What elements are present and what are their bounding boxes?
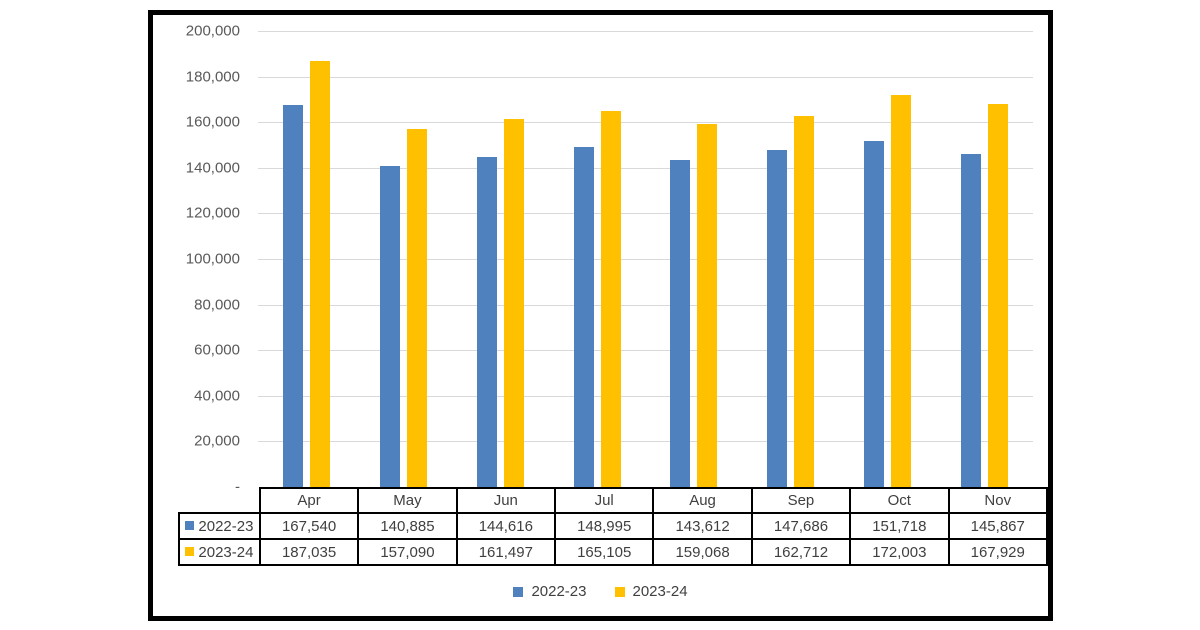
- legend-item-2023-24: 2023-24: [614, 583, 688, 600]
- gridline: [258, 304, 1033, 306]
- bar-2022-23-jun: [476, 157, 497, 487]
- legend-item-2022-23: 2022-23: [513, 583, 587, 600]
- series-name: 2022-23: [198, 517, 254, 535]
- gridline: [258, 213, 1033, 215]
- y-axis-tick-label: 80,000: [194, 296, 240, 314]
- y-axis-tick-label: 100,000: [185, 250, 240, 268]
- table-value-cell: 162,712: [750, 538, 852, 566]
- month-header-cell: Apr: [258, 487, 360, 514]
- series-row-label: 2023-24: [178, 538, 261, 566]
- month-header-cell: Jun: [455, 487, 557, 514]
- table-value-cell: 157,090: [357, 538, 458, 566]
- bar-2022-23-aug: [670, 159, 691, 487]
- bar-2022-23-jul: [573, 147, 594, 487]
- table-value-cell: 165,105: [553, 538, 655, 566]
- table-value-cell: 148,995: [553, 512, 655, 540]
- month-header-cell: Aug: [652, 487, 753, 514]
- bar-2022-23-sep: [767, 150, 788, 487]
- legend: 2022-23 2023-24: [153, 583, 1048, 600]
- bar-2023-24-sep: [794, 116, 815, 487]
- gridline: [258, 76, 1033, 78]
- gridline: [258, 259, 1033, 260]
- bar-2022-23-oct: [864, 141, 885, 487]
- chart-frame: - 20,000 40,000 60,000 80,000 100,000 120,000 1…: [148, 10, 1053, 621]
- table-row: 2023-24 187,035 157,090 161,497 165,105 159,0…: [178, 538, 1048, 566]
- month-header-cell: Nov: [947, 487, 1048, 514]
- gridline: [258, 395, 1033, 397]
- bar-2023-24-oct: [891, 94, 912, 487]
- gridline: [258, 31, 1033, 32]
- y-axis-tick-label: 20,000: [194, 432, 240, 450]
- bar-group-oct: [839, 31, 936, 487]
- series-row-label: 2022-23: [178, 512, 261, 540]
- month-header-cell: Jul: [553, 487, 655, 514]
- bar-group-jul: [549, 31, 646, 487]
- data-table: Apr May Jun Jul Aug Sep Oct Nov 2022-23 167,540 14…: [178, 487, 1048, 566]
- y-axis-tick-label: 60,000: [194, 341, 240, 359]
- gridline: [258, 167, 1033, 169]
- y-axis-tick-label: 160,000: [185, 113, 240, 131]
- bar-group-aug: [646, 31, 743, 487]
- y-axis-tick-label: 140,000: [185, 159, 240, 177]
- bar-2022-23-may: [379, 165, 400, 487]
- table-value-cell: 147,686: [750, 512, 852, 540]
- month-header-cell: Oct: [849, 487, 950, 514]
- gridline: [258, 441, 1033, 443]
- table-value-cell: 159,068: [652, 538, 753, 566]
- gridline: [258, 122, 1033, 124]
- bar-2022-23-nov: [961, 154, 982, 487]
- legend-swatch-icon: [513, 586, 524, 597]
- month-header-cell: May: [357, 487, 458, 514]
- bar-2023-24-jul: [600, 110, 621, 487]
- table-value-cell: 187,035: [258, 538, 360, 566]
- table-value-cell: 167,540: [258, 512, 360, 540]
- y-axis-labels: - 20,000 40,000 60,000 80,000 100,000 120,000 1…: [153, 24, 245, 495]
- legend-label: 2023-24: [632, 583, 688, 600]
- bar-group-nov: [936, 31, 1033, 487]
- bar-group-may: [355, 31, 452, 487]
- bar-group-sep: [742, 31, 839, 487]
- y-axis-tick-label: 120,000: [185, 204, 240, 222]
- legend-label: 2022-23: [531, 583, 587, 600]
- y-axis-tick-label: 180,000: [185, 68, 240, 86]
- bar-2022-23-apr: [282, 105, 303, 487]
- month-header-cell: Sep: [750, 487, 852, 514]
- table-value-cell: 140,885: [357, 512, 458, 540]
- y-axis-tick-label: 40,000: [194, 387, 240, 405]
- table-row: 2022-23 167,540 140,885 144,616 148,995 143,6…: [178, 512, 1048, 540]
- plot-area: [258, 31, 1033, 487]
- bar-2023-24-nov: [988, 104, 1009, 487]
- table-corner-cell: [179, 488, 260, 513]
- table-value-cell: 172,003: [849, 538, 950, 566]
- table-value-cell: 151,718: [849, 512, 950, 540]
- legend-key-icon: [185, 547, 195, 557]
- table-value-cell: 144,616: [455, 512, 557, 540]
- legend-swatch-icon: [614, 586, 625, 597]
- table-value-cell: 143,612: [652, 512, 753, 540]
- bar-2023-24-jun: [503, 118, 524, 487]
- gridline: [258, 350, 1033, 352]
- table-value-cell: 161,497: [455, 538, 557, 566]
- bar-2023-24-apr: [309, 60, 330, 487]
- table-value-cell: 167,929: [947, 538, 1048, 566]
- bar-2023-24-aug: [697, 124, 718, 487]
- bar-group-jun: [452, 31, 549, 487]
- bar-group-apr: [258, 31, 355, 487]
- y-axis-tick-label: -: [235, 478, 240, 496]
- series-name: 2023-24: [198, 543, 254, 561]
- table-value-cell: 145,867: [947, 512, 1048, 540]
- bar-2023-24-may: [406, 128, 427, 487]
- y-axis-tick-label: 200,000: [185, 22, 240, 40]
- legend-key-icon: [185, 521, 195, 531]
